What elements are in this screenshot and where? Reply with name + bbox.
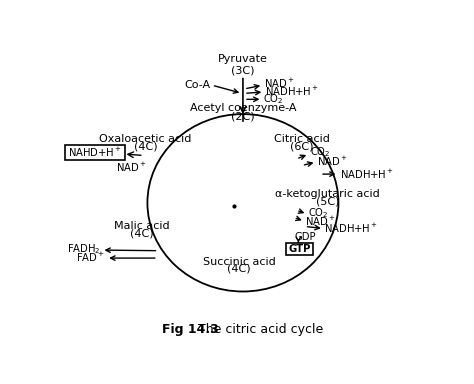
Text: NADH+H$^+$: NADH+H$^+$ [325, 222, 379, 235]
Text: (5C): (5C) [316, 196, 339, 206]
Text: FAD$^+$: FAD$^+$ [76, 251, 105, 264]
FancyBboxPatch shape [65, 145, 125, 160]
Text: NADH+H$^+$: NADH+H$^+$ [265, 85, 319, 98]
Text: (2C): (2C) [231, 111, 255, 121]
Text: Succinic acid: Succinic acid [203, 257, 275, 267]
Text: NAD$^+$: NAD$^+$ [305, 215, 336, 228]
Text: (3C): (3C) [231, 65, 255, 75]
Text: (6C): (6C) [290, 142, 313, 152]
Text: (4C): (4C) [228, 263, 251, 273]
Text: (4C): (4C) [130, 228, 154, 238]
Text: Fig 14.3: Fig 14.3 [162, 323, 219, 336]
Text: NADH+H$^+$: NADH+H$^+$ [339, 167, 393, 180]
Text: (4C): (4C) [134, 142, 157, 152]
Text: The citric acid cycle: The citric acid cycle [194, 323, 324, 336]
Text: Co-A: Co-A [184, 79, 210, 89]
Text: GTP: GTP [288, 244, 310, 254]
Text: GDP: GDP [294, 232, 316, 242]
Text: CO$_2$: CO$_2$ [308, 206, 329, 220]
Text: Oxaloacetic acid: Oxaloacetic acid [100, 134, 192, 144]
Text: NAHD+H$^+$: NAHD+H$^+$ [68, 146, 122, 159]
Text: Acetyl coenzyme-A: Acetyl coenzyme-A [190, 103, 296, 113]
Text: NAD$^+$: NAD$^+$ [116, 161, 147, 174]
Text: CO$_2$: CO$_2$ [310, 146, 331, 159]
Text: NAD$^+$: NAD$^+$ [264, 78, 295, 91]
Text: FADH$_2$: FADH$_2$ [67, 243, 100, 257]
Text: CO$_2$: CO$_2$ [264, 93, 284, 106]
Text: NAD$^+$: NAD$^+$ [317, 155, 348, 168]
Text: Malic acid: Malic acid [114, 222, 170, 232]
Text: Citric acid: Citric acid [274, 134, 329, 144]
Text: Pyruvate: Pyruvate [218, 55, 268, 65]
Text: α-ketoglutaric acid: α-ketoglutaric acid [275, 189, 380, 199]
FancyBboxPatch shape [286, 243, 313, 255]
